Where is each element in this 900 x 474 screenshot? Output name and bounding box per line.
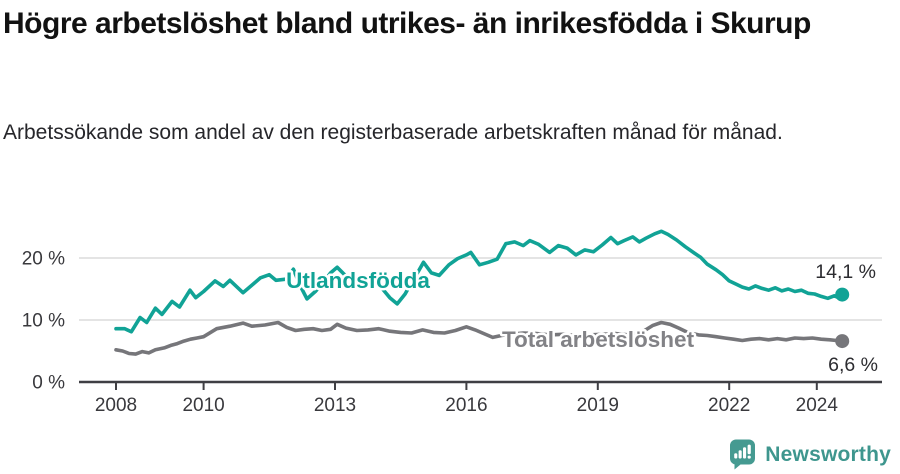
x-tick-label: 2010 bbox=[182, 395, 224, 416]
brand-footer: Newsworthy bbox=[729, 439, 891, 470]
newsworthy-logo-icon bbox=[729, 439, 756, 470]
series-end-dot-utlandsfodda bbox=[835, 287, 850, 302]
x-tick-label: 2024 bbox=[796, 395, 839, 416]
x-tick-label: 2013 bbox=[314, 395, 356, 416]
y-tick-label: 20 % bbox=[22, 249, 65, 270]
series-end-dot-total bbox=[835, 334, 850, 349]
newsworthy-wordmark: Newsworthy bbox=[765, 442, 891, 466]
end-value-label-total: 6,6 % bbox=[828, 354, 878, 376]
x-tick-label: 2022 bbox=[708, 395, 750, 416]
y-tick-label: 10 % bbox=[22, 311, 65, 332]
x-tick-label: 2016 bbox=[445, 395, 487, 416]
series-line-utlandsfodda bbox=[114, 229, 845, 334]
page-title: Högre arbetslöshet bland utrikes- än inr… bbox=[3, 7, 811, 40]
series-label-utlandsfodda: Utlandsfödda bbox=[286, 268, 430, 293]
end-value-label-utlandsfodda: 14,1 % bbox=[815, 261, 876, 283]
series-label-total: Total arbetslöshet bbox=[502, 327, 695, 352]
chart-subtitle: Arbetssökande som andel av den registerb… bbox=[3, 121, 783, 144]
x-tick-label: 2019 bbox=[577, 395, 619, 416]
series-line-total bbox=[114, 320, 845, 356]
x-tick-label: 2008 bbox=[95, 395, 137, 416]
unemployment-line-chart: 0 % 10 % 20 % 2008 2010 2013 2016 2019 2022 2024 U… bbox=[22, 229, 882, 416]
y-tick-label: 0 % bbox=[32, 373, 65, 394]
